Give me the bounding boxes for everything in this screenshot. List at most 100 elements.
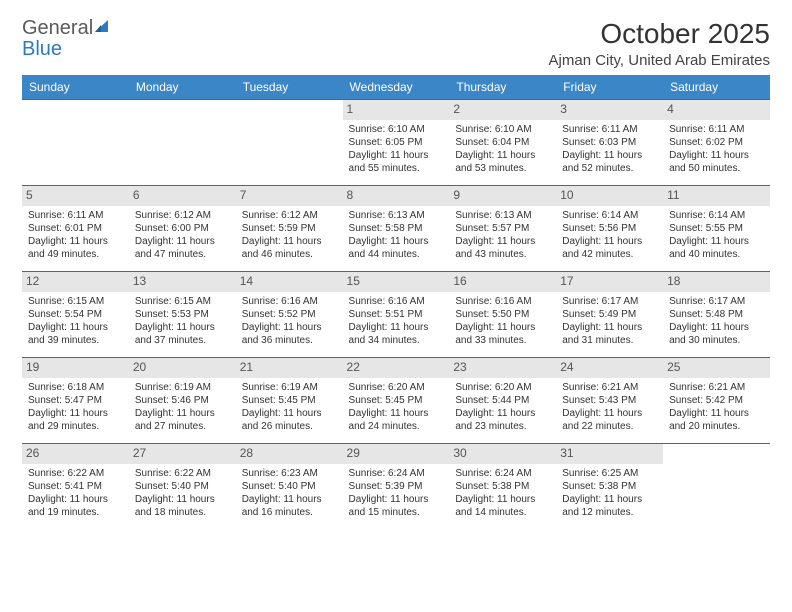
calendar-table: Sunday Monday Tuesday Wednesday Thursday… — [22, 75, 770, 530]
daylight-text: and 22 minutes. — [562, 420, 657, 433]
sunset-text: Sunset: 6:01 PM — [28, 222, 123, 235]
calendar-cell: 4 Sunrise: 6:11 AMSunset: 6:02 PMDaylight… — [663, 100, 770, 186]
day-number: 24 — [556, 358, 663, 378]
calendar-cell: 9Sunrise: 6:13 AMSunset: 5:57 PMDaylight… — [449, 186, 556, 272]
daylight-text: and 33 minutes. — [455, 334, 550, 347]
day-number: 31 — [556, 444, 663, 464]
daylight-text: and 16 minutes. — [242, 506, 337, 519]
day-number: 29 — [343, 444, 450, 464]
sunrise-text: Sunrise: 6:12 AM — [242, 209, 337, 222]
sunset-text: Sunset: 6:02 PM — [669, 136, 764, 149]
logo: General Blue — [22, 18, 113, 60]
daylight-text: and 49 minutes. — [28, 248, 123, 261]
calendar-cell: 22Sunrise: 6:20 AMSunset: 5:45 PMDayligh… — [343, 358, 450, 444]
sunset-text: Sunset: 5:51 PM — [349, 308, 444, 321]
sunrise-text: Sunrise: 6:17 AM — [669, 295, 764, 308]
sunset-text: Sunset: 5:52 PM — [242, 308, 337, 321]
sunset-text: Sunset: 5:42 PM — [669, 394, 764, 407]
weekday-header: Wednesday — [343, 75, 450, 100]
logo-sail-icon — [95, 20, 113, 39]
daylight-text: and 29 minutes. — [28, 420, 123, 433]
calendar-row: 19 Sunrise: 6:18 AMSunset: 5:47 PM Dayligh… — [22, 358, 770, 444]
sunrise-text: Sunrise: 6:16 AM — [349, 295, 444, 308]
daylight-text: Daylight: 11 hours — [562, 407, 657, 420]
daylight-text: and 23 minutes. — [455, 420, 550, 433]
daylight-text: Daylight: 11 hours — [455, 493, 550, 506]
day-number: 5 — [22, 186, 129, 206]
daylight-text: Daylight: 11 hours — [562, 321, 657, 334]
sunrise-text: Sunrise: 6:10 AM — [349, 123, 444, 136]
title-block: October 2025 Ajman City, United Arab Emi… — [549, 18, 770, 69]
day-number: 25 — [663, 358, 770, 378]
location: Ajman City, United Arab Emirates — [549, 52, 770, 69]
calendar-cell: 15Sunrise: 6:16 AMSunset: 5:51 PMDayligh… — [343, 272, 450, 358]
daylight-text: and 50 minutes. — [669, 162, 764, 175]
daylight-text: Daylight: 11 hours — [135, 407, 230, 420]
daylight-text: and 47 minutes. — [135, 248, 230, 261]
calendar-cell — [663, 444, 770, 530]
daylight-text: Daylight: 11 hours — [242, 407, 337, 420]
daylight-text: Daylight: 11 hours — [669, 149, 764, 162]
daylight-text: Daylight: 11 hours — [349, 235, 444, 248]
sunrise-text: Sunrise: 6:22 AM — [28, 467, 123, 480]
logo-text-2: Blue — [22, 38, 62, 60]
sunrise-text: Sunrise: 6:19 AM — [242, 381, 337, 394]
sunrise-text: Sunrise: 6:15 AM — [135, 295, 230, 308]
sunrise-text: Sunrise: 6:11 AM — [562, 123, 657, 136]
daylight-text: and 43 minutes. — [455, 248, 550, 261]
calendar-cell: 28Sunrise: 6:23 AMSunset: 5:40 PMDayligh… — [236, 444, 343, 530]
daylight-text: Daylight: 11 hours — [455, 321, 550, 334]
sunrise-text: Sunrise: 6:18 AM — [28, 381, 123, 394]
daylight-text: and 15 minutes. — [349, 506, 444, 519]
sunrise-text: Sunrise: 6:20 AM — [349, 381, 444, 394]
sunset-text: Sunset: 6:00 PM — [135, 222, 230, 235]
daylight-text: and 46 minutes. — [242, 248, 337, 261]
day-number: 19 — [22, 358, 129, 378]
daylight-text: Daylight: 11 hours — [349, 407, 444, 420]
day-number: 8 — [343, 186, 450, 206]
day-number: 23 — [449, 358, 556, 378]
day-number: 4 — [663, 100, 770, 120]
sunset-text: Sunset: 6:03 PM — [562, 136, 657, 149]
daylight-text: Daylight: 11 hours — [455, 235, 550, 248]
calendar-cell: 20Sunrise: 6:19 AMSunset: 5:46 PMDayligh… — [129, 358, 236, 444]
day-number: 20 — [129, 358, 236, 378]
calendar-cell: 29Sunrise: 6:24 AMSunset: 5:39 PMDayligh… — [343, 444, 450, 530]
daylight-text: Daylight: 11 hours — [135, 235, 230, 248]
sunset-text: Sunset: 5:45 PM — [349, 394, 444, 407]
calendar-cell: 16Sunrise: 6:16 AMSunset: 5:50 PMDayligh… — [449, 272, 556, 358]
sunrise-text: Sunrise: 6:20 AM — [455, 381, 550, 394]
daylight-text: Daylight: 11 hours — [28, 493, 123, 506]
daylight-text: and 31 minutes. — [562, 334, 657, 347]
daylight-text: Daylight: 11 hours — [349, 149, 444, 162]
calendar-cell: 14Sunrise: 6:16 AMSunset: 5:52 PMDayligh… — [236, 272, 343, 358]
sunrise-text: Sunrise: 6:11 AM — [669, 123, 764, 136]
daylight-text: and 44 minutes. — [349, 248, 444, 261]
sunrise-text: Sunrise: 6:21 AM — [562, 381, 657, 394]
day-number: 11 — [663, 186, 770, 206]
calendar-cell — [129, 100, 236, 186]
day-number: 30 — [449, 444, 556, 464]
day-number: 15 — [343, 272, 450, 292]
calendar-cell: 13Sunrise: 6:15 AMSunset: 5:53 PMDayligh… — [129, 272, 236, 358]
daylight-text: and 30 minutes. — [669, 334, 764, 347]
daylight-text: Daylight: 11 hours — [28, 321, 123, 334]
sunset-text: Sunset: 5:41 PM — [28, 480, 123, 493]
calendar-cell: 12Sunrise: 6:15 AMSunset: 5:54 PMDayligh… — [22, 272, 129, 358]
calendar-cell: 21Sunrise: 6:19 AMSunset: 5:45 PMDayligh… — [236, 358, 343, 444]
day-number: 28 — [236, 444, 343, 464]
daylight-text: Daylight: 11 hours — [669, 321, 764, 334]
calendar-cell — [22, 100, 129, 186]
sunrise-text: Sunrise: 6:23 AM — [242, 467, 337, 480]
sunset-text: Sunset: 5:38 PM — [455, 480, 550, 493]
sunset-text: Sunset: 5:56 PM — [562, 222, 657, 235]
daylight-text: Daylight: 11 hours — [455, 149, 550, 162]
day-number: 14 — [236, 272, 343, 292]
sunset-text: Sunset: 5:47 PM — [28, 394, 123, 407]
calendar-cell: 2Sunrise: 6:10 AMSunset: 6:04 PMDaylight… — [449, 100, 556, 186]
daylight-text: and 53 minutes. — [455, 162, 550, 175]
calendar-cell: 6Sunrise: 6:12 AMSunset: 6:00 PMDaylight… — [129, 186, 236, 272]
sunrise-text: Sunrise: 6:14 AM — [669, 209, 764, 222]
calendar-cell: 5Sunrise: 6:11 AMSunset: 6:01 PMDaylight… — [22, 186, 129, 272]
sunrise-text: Sunrise: 6:17 AM — [562, 295, 657, 308]
